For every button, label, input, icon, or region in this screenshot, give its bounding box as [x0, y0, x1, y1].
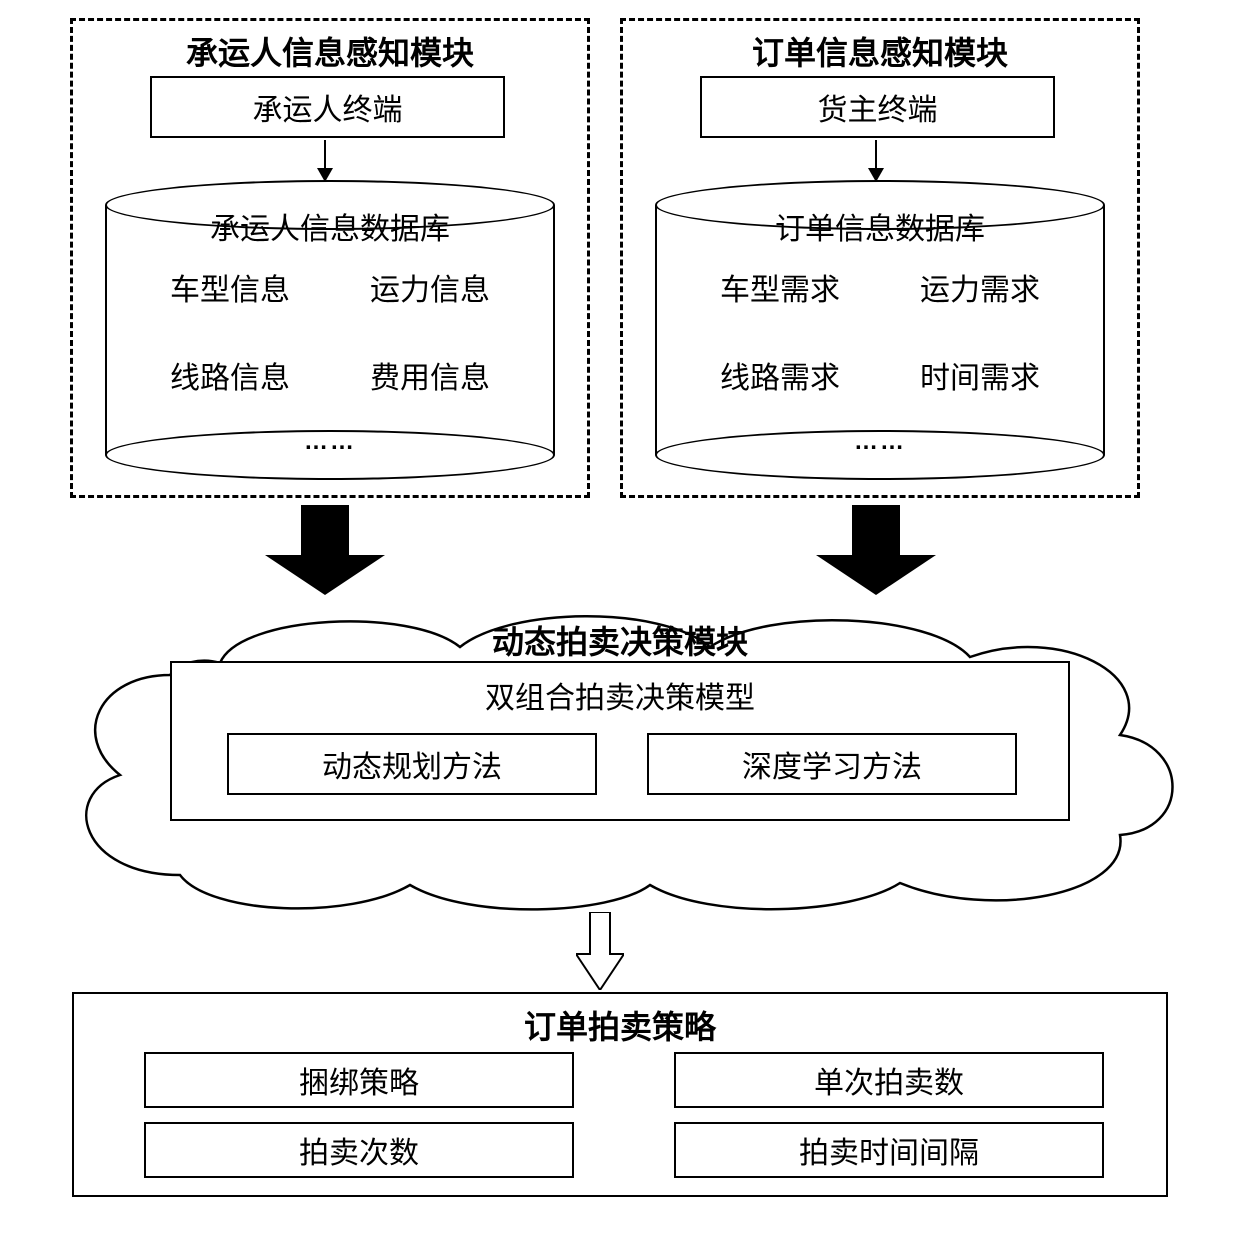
cloud-title: 动态拍卖决策模块 [50, 617, 1190, 663]
order-db-cell: 运力需求 [895, 265, 1065, 309]
carrier-terminal-box: 承运人终端 [150, 76, 505, 138]
strategy-box: 订单拍卖策略 捆绑策略 单次拍卖数 拍卖次数 拍卖时间间隔 [72, 992, 1168, 1197]
big-arrow-left [265, 505, 385, 595]
method-right-label: 深度学习方法 [742, 742, 922, 786]
carrier-db-cell: 线路信息 [145, 353, 315, 397]
carrier-db-cell: 车型信息 [145, 265, 315, 309]
order-module-title: 订单信息感知模块 [620, 28, 1140, 74]
strategy-item-label: 拍卖次数 [299, 1128, 419, 1172]
order-arrow [866, 140, 886, 182]
strategy-item-box: 拍卖时间间隔 [674, 1122, 1104, 1178]
carrier-db-cylinder: 承运人信息数据库 车型信息 运力信息 线路信息 费用信息 …… [105, 180, 555, 480]
owner-terminal-label: 货主终端 [818, 85, 938, 129]
hollow-arrow [576, 912, 624, 990]
strategy-item-box: 拍卖次数 [144, 1122, 574, 1178]
carrier-db-dots: …… [105, 428, 555, 456]
method-left-label: 动态规划方法 [322, 742, 502, 786]
method-left-box: 动态规划方法 [227, 733, 597, 795]
diagram-canvas: 承运人信息感知模块 承运人终端 承运人信息数据库 车型信息 运力信息 线路信息 … [0, 0, 1240, 1248]
strategy-item-box: 单次拍卖数 [674, 1052, 1104, 1108]
owner-terminal-box: 货主终端 [700, 76, 1055, 138]
method-right-box: 深度学习方法 [647, 733, 1017, 795]
model-box: 双组合拍卖决策模型 动态规划方法 深度学习方法 [170, 661, 1070, 821]
strategy-item-label: 单次拍卖数 [814, 1058, 964, 1102]
order-db-cell: 车型需求 [695, 265, 865, 309]
carrier-terminal-label: 承运人终端 [253, 85, 403, 129]
order-db-cylinder: 订单信息数据库 车型需求 运力需求 线路需求 时间需求 …… [655, 180, 1105, 480]
decision-cloud: 动态拍卖决策模块 双组合拍卖决策模型 动态规划方法 深度学习方法 [50, 585, 1190, 915]
model-title: 双组合拍卖决策模型 [172, 673, 1068, 717]
carrier-db-title: 承运人信息数据库 [105, 204, 555, 248]
order-db-dots: …… [655, 428, 1105, 456]
carrier-module-title: 承运人信息感知模块 [70, 28, 590, 74]
strategy-item-label: 拍卖时间间隔 [799, 1128, 979, 1172]
carrier-arrow [315, 140, 335, 182]
strategy-title: 订单拍卖策略 [74, 1002, 1166, 1048]
strategy-item-label: 捆绑策略 [299, 1058, 419, 1102]
order-db-title: 订单信息数据库 [655, 204, 1105, 248]
carrier-db-cell: 费用信息 [345, 353, 515, 397]
strategy-item-box: 捆绑策略 [144, 1052, 574, 1108]
carrier-db-cell: 运力信息 [345, 265, 515, 309]
order-db-cell: 时间需求 [895, 353, 1065, 397]
big-arrow-right [816, 505, 936, 595]
order-db-cell: 线路需求 [695, 353, 865, 397]
